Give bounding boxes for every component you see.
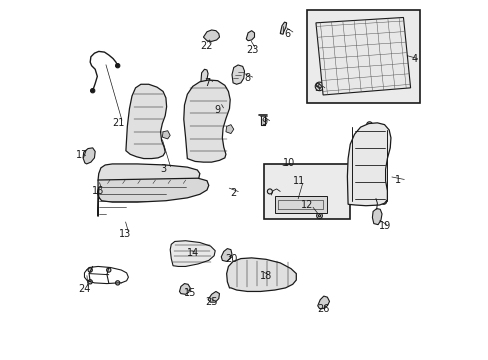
- Polygon shape: [83, 148, 95, 164]
- Text: 12: 12: [300, 200, 313, 210]
- Polygon shape: [207, 292, 219, 302]
- Text: 8: 8: [244, 73, 250, 83]
- Polygon shape: [125, 84, 166, 158]
- Polygon shape: [315, 18, 410, 95]
- Polygon shape: [162, 131, 170, 139]
- Circle shape: [106, 268, 111, 272]
- Polygon shape: [98, 164, 200, 185]
- Text: 13: 13: [119, 229, 131, 239]
- Circle shape: [85, 152, 93, 159]
- Polygon shape: [274, 196, 326, 213]
- Polygon shape: [203, 30, 219, 41]
- Text: 14: 14: [187, 248, 199, 258]
- Circle shape: [316, 213, 322, 219]
- Text: 24: 24: [78, 284, 91, 294]
- Text: 4: 4: [410, 54, 417, 64]
- Text: 9: 9: [214, 105, 220, 115]
- Circle shape: [88, 268, 92, 272]
- Polygon shape: [226, 258, 296, 292]
- Polygon shape: [98, 178, 208, 216]
- Text: 16: 16: [92, 186, 104, 197]
- Text: 5: 5: [313, 83, 320, 93]
- Bar: [306, 10, 419, 103]
- Text: 23: 23: [245, 45, 258, 55]
- Text: 6: 6: [284, 28, 290, 39]
- Circle shape: [230, 270, 235, 276]
- Polygon shape: [346, 123, 390, 206]
- Circle shape: [289, 274, 295, 279]
- Text: 22: 22: [200, 41, 212, 51]
- Circle shape: [366, 122, 372, 127]
- Polygon shape: [317, 296, 329, 309]
- Circle shape: [115, 281, 120, 285]
- Circle shape: [351, 199, 357, 204]
- Polygon shape: [231, 65, 244, 84]
- Polygon shape: [183, 80, 230, 162]
- Text: 19: 19: [378, 221, 390, 231]
- Text: 3: 3: [160, 164, 166, 174]
- Text: 25: 25: [205, 297, 217, 307]
- Polygon shape: [225, 125, 233, 134]
- Text: 15: 15: [183, 288, 196, 297]
- Text: 20: 20: [224, 254, 237, 264]
- Text: 21: 21: [112, 118, 124, 128]
- Text: 7: 7: [204, 78, 210, 88]
- Text: 18: 18: [260, 271, 272, 281]
- Polygon shape: [201, 69, 207, 83]
- Circle shape: [115, 64, 120, 68]
- Circle shape: [90, 89, 95, 93]
- Polygon shape: [372, 208, 381, 225]
- Circle shape: [380, 199, 386, 204]
- Text: 2: 2: [230, 188, 236, 198]
- Text: 17: 17: [75, 150, 88, 160]
- Circle shape: [88, 280, 92, 284]
- Text: 10: 10: [282, 158, 294, 168]
- Polygon shape: [179, 284, 190, 294]
- Text: 26: 26: [317, 303, 329, 314]
- Text: 9: 9: [261, 117, 267, 127]
- Polygon shape: [221, 249, 231, 261]
- Circle shape: [315, 82, 323, 91]
- Polygon shape: [280, 22, 286, 34]
- Polygon shape: [170, 241, 215, 266]
- Circle shape: [267, 189, 272, 194]
- Text: 1: 1: [394, 175, 400, 185]
- Polygon shape: [246, 31, 254, 41]
- Text: 11: 11: [292, 176, 305, 186]
- Bar: [264, 164, 349, 219]
